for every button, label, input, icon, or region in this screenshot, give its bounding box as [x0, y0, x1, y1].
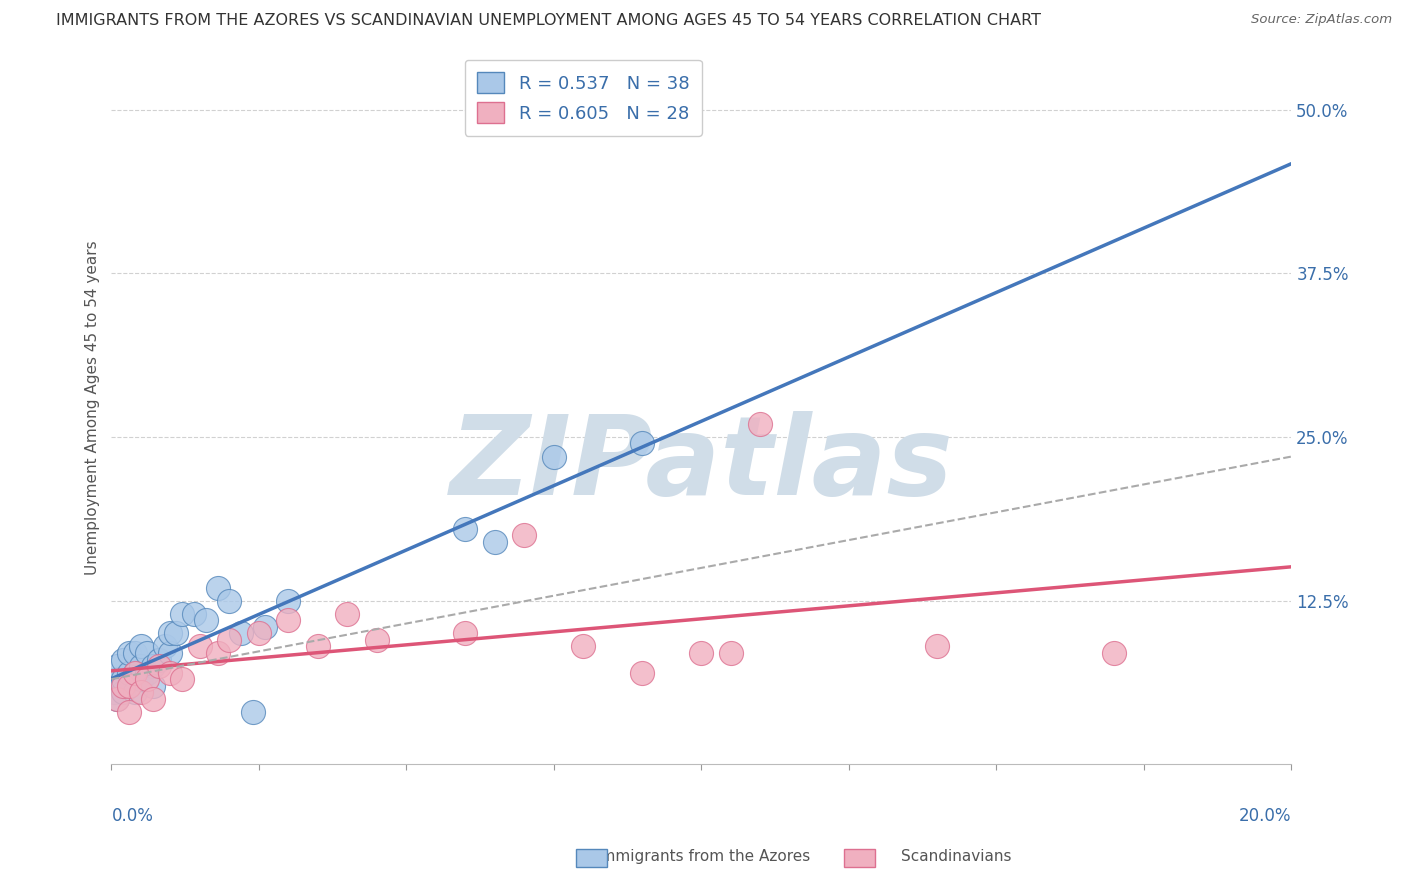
Point [277, 613, 299, 627]
Point [129, 685, 152, 699]
Point [207, 646, 229, 660]
Point [135, 672, 157, 686]
Point [690, 646, 713, 660]
Text: ZIPatlas: ZIPatlas [450, 411, 953, 518]
Point [159, 665, 181, 680]
Point [172, 672, 194, 686]
Point [231, 626, 253, 640]
Point [105, 691, 128, 706]
Point [454, 626, 477, 640]
Point [129, 659, 152, 673]
Point [543, 450, 565, 464]
Point [1104, 646, 1126, 660]
Point [129, 672, 152, 686]
Point [142, 679, 165, 693]
Point [105, 659, 128, 673]
Point [142, 691, 165, 706]
Point [218, 632, 240, 647]
Y-axis label: Unemployment Among Ages 45 to 54 years: Unemployment Among Ages 45 to 54 years [86, 240, 100, 574]
Point [247, 626, 270, 640]
Point [112, 679, 135, 693]
Point [631, 436, 654, 450]
Point [118, 705, 141, 719]
Point [153, 640, 176, 654]
Point [148, 659, 170, 673]
Point [103, 685, 125, 699]
Point [105, 691, 128, 706]
Point [307, 640, 329, 654]
Point [118, 665, 141, 680]
Point [112, 672, 135, 686]
Text: Immigrants from the Azores: Immigrants from the Azores [596, 849, 810, 863]
Point [484, 534, 506, 549]
Point [124, 646, 146, 660]
Point [242, 705, 264, 719]
Text: Source: ZipAtlas.com: Source: ZipAtlas.com [1251, 13, 1392, 27]
Text: Scandinavians: Scandinavians [901, 849, 1011, 863]
Point [118, 679, 141, 693]
Point [159, 626, 181, 640]
Point [720, 646, 742, 660]
Text: 0.0%: 0.0% [111, 807, 153, 825]
Point [124, 685, 146, 699]
Point [218, 593, 240, 607]
Point [572, 640, 595, 654]
Point [253, 620, 276, 634]
Point [124, 665, 146, 680]
Text: IMMIGRANTS FROM THE AZORES VS SCANDINAVIAN UNEMPLOYMENT AMONG AGES 45 TO 54 YEAR: IMMIGRANTS FROM THE AZORES VS SCANDINAVI… [56, 13, 1042, 29]
Text: 20.0%: 20.0% [1239, 807, 1291, 825]
Point [172, 607, 194, 621]
Point [105, 672, 128, 686]
Point [135, 646, 157, 660]
Legend: R = 0.537   N = 38, R = 0.605   N = 28: R = 0.537 N = 38, R = 0.605 N = 28 [464, 60, 702, 136]
Point [165, 626, 187, 640]
Point [207, 581, 229, 595]
Point [148, 652, 170, 666]
Point [124, 665, 146, 680]
Point [749, 417, 772, 431]
Point [631, 665, 654, 680]
Point [112, 685, 135, 699]
Point [118, 679, 141, 693]
Point [118, 646, 141, 660]
Point [112, 652, 135, 666]
Point [513, 528, 536, 542]
Point [183, 607, 205, 621]
Point [194, 613, 217, 627]
Point [927, 640, 949, 654]
Point [159, 646, 181, 660]
Point [142, 659, 165, 673]
Point [188, 640, 211, 654]
Point [336, 607, 359, 621]
Point [366, 632, 388, 647]
Point [454, 522, 477, 536]
Point [135, 665, 157, 680]
Point [277, 593, 299, 607]
Point [129, 640, 152, 654]
